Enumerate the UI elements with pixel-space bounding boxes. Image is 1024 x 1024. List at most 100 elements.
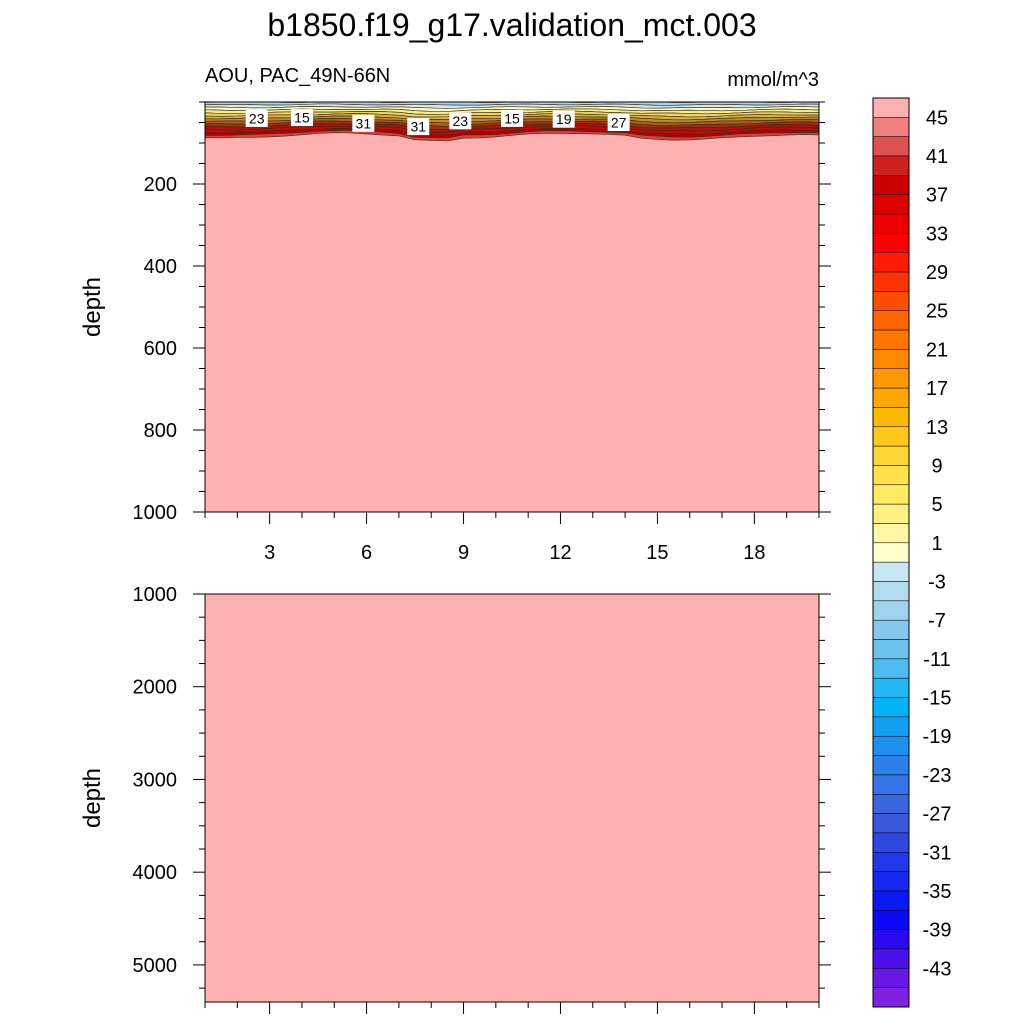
panel-top-ytick-label: 400 <box>144 256 177 278</box>
colorbar-swatch <box>872 329 910 350</box>
panel-bottom-ylabel: depth <box>79 768 106 828</box>
contour-label-box <box>449 112 472 130</box>
colorbar-swatch <box>872 136 910 157</box>
panel-top-ylabel: depth <box>79 277 106 337</box>
colorbar-swatch <box>872 271 910 292</box>
colorbar-label: -39 <box>923 920 952 942</box>
contour-label-box <box>607 114 630 131</box>
panel-bottom-ytick-label: 4000 <box>133 862 178 884</box>
contour-label: 19 <box>556 111 572 127</box>
colorbar-swatch <box>872 503 910 524</box>
colorbar-swatch <box>872 755 910 776</box>
panel-top-xtick-label: 18 <box>743 542 765 564</box>
colorbar-swatch <box>872 832 910 853</box>
colorbar-label: 21 <box>926 339 948 361</box>
colorbar-label: 5 <box>931 494 942 516</box>
contour-label: 31 <box>410 119 426 135</box>
colorbar-swatch <box>872 716 910 737</box>
panel-top-ytick-label: 600 <box>144 338 177 360</box>
panel-top-plot-area: 23 15 31 31 23 15 19 27 <box>204 101 820 513</box>
colorbar-swatch <box>872 213 910 234</box>
panel-bottom-ytick-label: 1000 <box>133 584 178 606</box>
colorbar: 45 41 37 33 29 25 21 17 13 9 5 1 -3 -7 -11 -15 -19 -23 -27… <box>872 97 952 1008</box>
colorbar-swatch <box>872 600 910 621</box>
colorbar-swatch <box>872 445 910 466</box>
colorbar-label: -35 <box>923 881 952 903</box>
panel-top-xtick-label: 15 <box>646 542 668 564</box>
colorbar-frame <box>872 97 910 1008</box>
colorbar-swatch <box>872 794 910 814</box>
contour-label-box <box>245 109 268 127</box>
colorbar-swatch <box>872 910 910 930</box>
colorbar-swatch <box>872 581 910 602</box>
contour-label: 15 <box>504 110 520 126</box>
contour-label: 23 <box>453 113 469 129</box>
contour-label-box <box>552 110 575 128</box>
colorbar-swatch <box>872 117 910 137</box>
colorbar-label: 37 <box>926 185 948 207</box>
contour-label: 31 <box>356 115 372 131</box>
colorbar-swatch <box>872 697 910 718</box>
panel-bottom-ytick-label: 5000 <box>133 955 178 977</box>
panel-top-deep-fill <box>205 102 819 512</box>
contour-label-box <box>290 109 313 127</box>
panel-top-ytick-label: 1000 <box>133 502 178 524</box>
colorbar-swatch <box>872 310 910 331</box>
colorbar-swatch <box>872 175 910 195</box>
panel-top-xtick-label: 9 <box>458 542 469 564</box>
colorbar-swatch <box>872 387 910 408</box>
colorbar-swatch <box>872 929 910 950</box>
colorbar-label: 29 <box>926 262 948 284</box>
colorbar-swatch <box>872 561 910 582</box>
colorbar-swatch <box>872 97 910 118</box>
figure-title: b1850.f19_g17.validation_mct.003 <box>267 7 756 43</box>
colorbar-swatch <box>872 252 910 273</box>
colorbar-label: -15 <box>923 688 952 710</box>
panel-bottom-plot-area <box>204 593 820 1003</box>
colorbar-swatch <box>872 639 910 660</box>
colorbar-label: 33 <box>926 223 948 245</box>
colorbar-swatch <box>872 735 910 756</box>
panel-bottom-deep-fill <box>205 594 819 1002</box>
colorbar-label: -23 <box>923 765 952 787</box>
panel-top-xtick-label: 12 <box>549 542 571 564</box>
colorbar-swatch <box>872 890 910 911</box>
colorbar-swatch <box>872 368 910 389</box>
colorbar-swatch <box>872 155 910 176</box>
panel-top-xtick-label: 6 <box>361 542 372 564</box>
panel-top-xtick-label: 3 <box>264 542 275 564</box>
panel-top-ytick-label: 800 <box>144 420 177 442</box>
panel-top-units-label: mmol/m^3 <box>727 69 819 91</box>
colorbar-label: 25 <box>926 301 948 323</box>
colorbar-swatch <box>872 658 910 679</box>
colorbar-label: 13 <box>926 417 948 439</box>
colorbar-swatch <box>872 407 910 428</box>
contour-band <box>205 129 819 142</box>
colorbar-swatch <box>872 426 910 447</box>
contour-label: 23 <box>249 110 265 126</box>
colorbar-label: -19 <box>923 726 952 748</box>
colorbar-swatch <box>872 968 910 988</box>
panel-top-left-label: AOU, PAC_49N-66N <box>205 65 390 87</box>
colorbar-swatch <box>872 871 910 892</box>
colorbar-swatch <box>872 484 910 505</box>
colorbar-swatch <box>872 465 910 486</box>
contour-label: 15 <box>294 110 310 126</box>
colorbar-swatch <box>872 987 910 1008</box>
colorbar-label: 1 <box>931 533 942 555</box>
panel-bottom-frame <box>204 593 820 1003</box>
panel-bottom-ytick-label: 3000 <box>133 769 178 791</box>
colorbar-label: -31 <box>923 842 952 864</box>
colorbar-label: -11 <box>923 649 950 671</box>
contour-label-box <box>407 118 430 136</box>
colorbar-label: 41 <box>926 146 948 168</box>
panel-top-ytick-label: 200 <box>144 174 177 196</box>
colorbar-swatch <box>872 233 910 253</box>
panel-bottom-ytick-label: 2000 <box>133 677 178 699</box>
colorbar-swatch <box>872 291 910 311</box>
colorbar-swatch <box>872 948 910 969</box>
panel-top-axes: 200 400 600 800 1000 3 6 9 12 15 18 <box>133 101 831 564</box>
colorbar-swatch <box>872 542 910 563</box>
panel-bottom-axes: 1000 2000 3000 4000 5000 <box>133 584 831 1014</box>
